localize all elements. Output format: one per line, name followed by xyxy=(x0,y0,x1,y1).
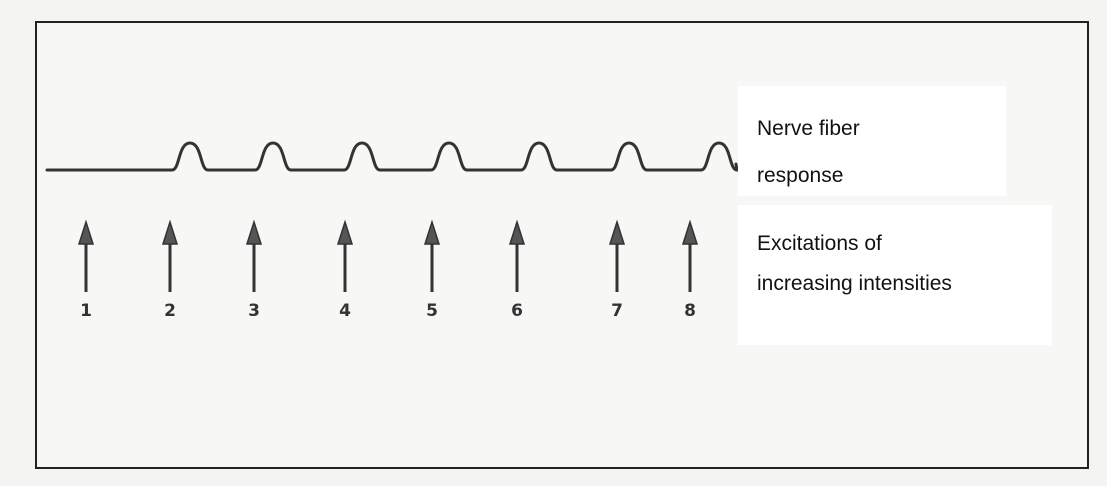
excitation-label: increasing intensities xyxy=(757,272,952,295)
arrow-head xyxy=(245,219,263,245)
arrow-head xyxy=(681,219,699,245)
stimulus-number: 6 xyxy=(511,301,523,321)
stimulus-number: 3 xyxy=(248,301,260,321)
arrow-head xyxy=(161,219,179,245)
stimulus-number: 1 xyxy=(80,301,92,321)
stimulus-number: 8 xyxy=(684,301,696,321)
arrow-head xyxy=(423,219,441,245)
arrow-head xyxy=(508,219,526,245)
stimulus-number: 5 xyxy=(426,301,438,321)
label-box xyxy=(738,86,1006,196)
arrow-head xyxy=(336,219,354,245)
arrow-head xyxy=(608,219,626,245)
response-label: response xyxy=(757,164,843,187)
excitation-label: Excitations of xyxy=(757,232,882,255)
label-box xyxy=(738,205,1052,345)
stimulus-number: 7 xyxy=(611,301,623,321)
arrow-head xyxy=(77,219,95,245)
stimulus-number: 2 xyxy=(164,301,176,321)
stimulus-number: 4 xyxy=(339,301,351,321)
response-trace xyxy=(45,141,739,172)
response-label: Nerve fiber xyxy=(757,117,860,140)
